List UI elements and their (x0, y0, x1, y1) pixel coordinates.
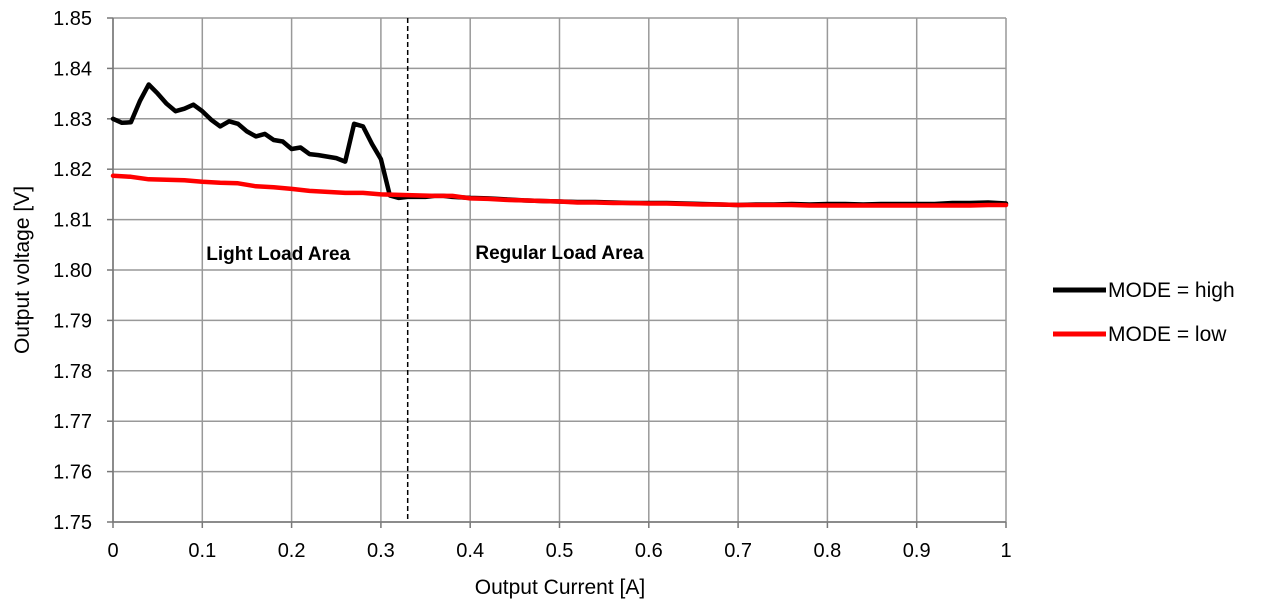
y-tick-label: 1.75 (53, 512, 92, 534)
annotations: Light Load Area Regular Load Area (206, 243, 644, 265)
plot-frame (112, 18, 1006, 523)
y-tick-label: 1.77 (53, 411, 92, 433)
y-tick-label: 1.78 (53, 361, 92, 383)
legend-label-mode-high: MODE = high (1108, 279, 1235, 302)
gridlines (107, 17, 1007, 528)
regular-load-area-label: Regular Load Area (475, 243, 644, 264)
x-tick-label: 0.9 (903, 540, 931, 562)
x-axis-title: Output Current [A] (475, 576, 645, 599)
x-tick-label: 0.7 (724, 540, 752, 562)
x-tick-label: 0.6 (635, 540, 663, 562)
y-tick-label: 1.81 (53, 210, 92, 232)
x-tick-label: 0.2 (278, 540, 306, 562)
tick-labels: 0 0.1 0.2 0.3 0.4 0.5 0.6 0.7 0.8 0.9 1 1.75 1.76 1.7… (53, 8, 1012, 562)
legend: MODE = high MODE = low (1053, 279, 1235, 346)
legend-label-mode-low: MODE = low (1108, 323, 1227, 346)
y-tick-label: 1.80 (53, 260, 92, 282)
y-tick-label: 1.79 (53, 310, 92, 332)
x-tick-label: 0 (107, 540, 118, 562)
y-tick-label: 1.84 (53, 58, 92, 80)
y-tick-label: 1.83 (53, 109, 92, 131)
series-line-mode-low (110, 173, 1009, 208)
y-axis-title: Output voltage [V] (11, 186, 34, 354)
x-tick-label: 0.5 (546, 540, 574, 562)
x-tick-label: 0.4 (456, 540, 484, 562)
y-tick-label: 1.82 (53, 159, 92, 181)
y-tick-label: 1.76 (53, 462, 92, 484)
light-load-area-label: Light Load Area (206, 244, 350, 265)
x-tick-label: 0.3 (367, 540, 395, 562)
series-lines (110, 82, 1009, 208)
x-tick-label: 0.1 (188, 540, 216, 562)
x-tick-label: 0.8 (813, 540, 841, 562)
x-tick-label: 1 (1000, 540, 1011, 562)
y-tick-label: 1.85 (53, 8, 92, 30)
